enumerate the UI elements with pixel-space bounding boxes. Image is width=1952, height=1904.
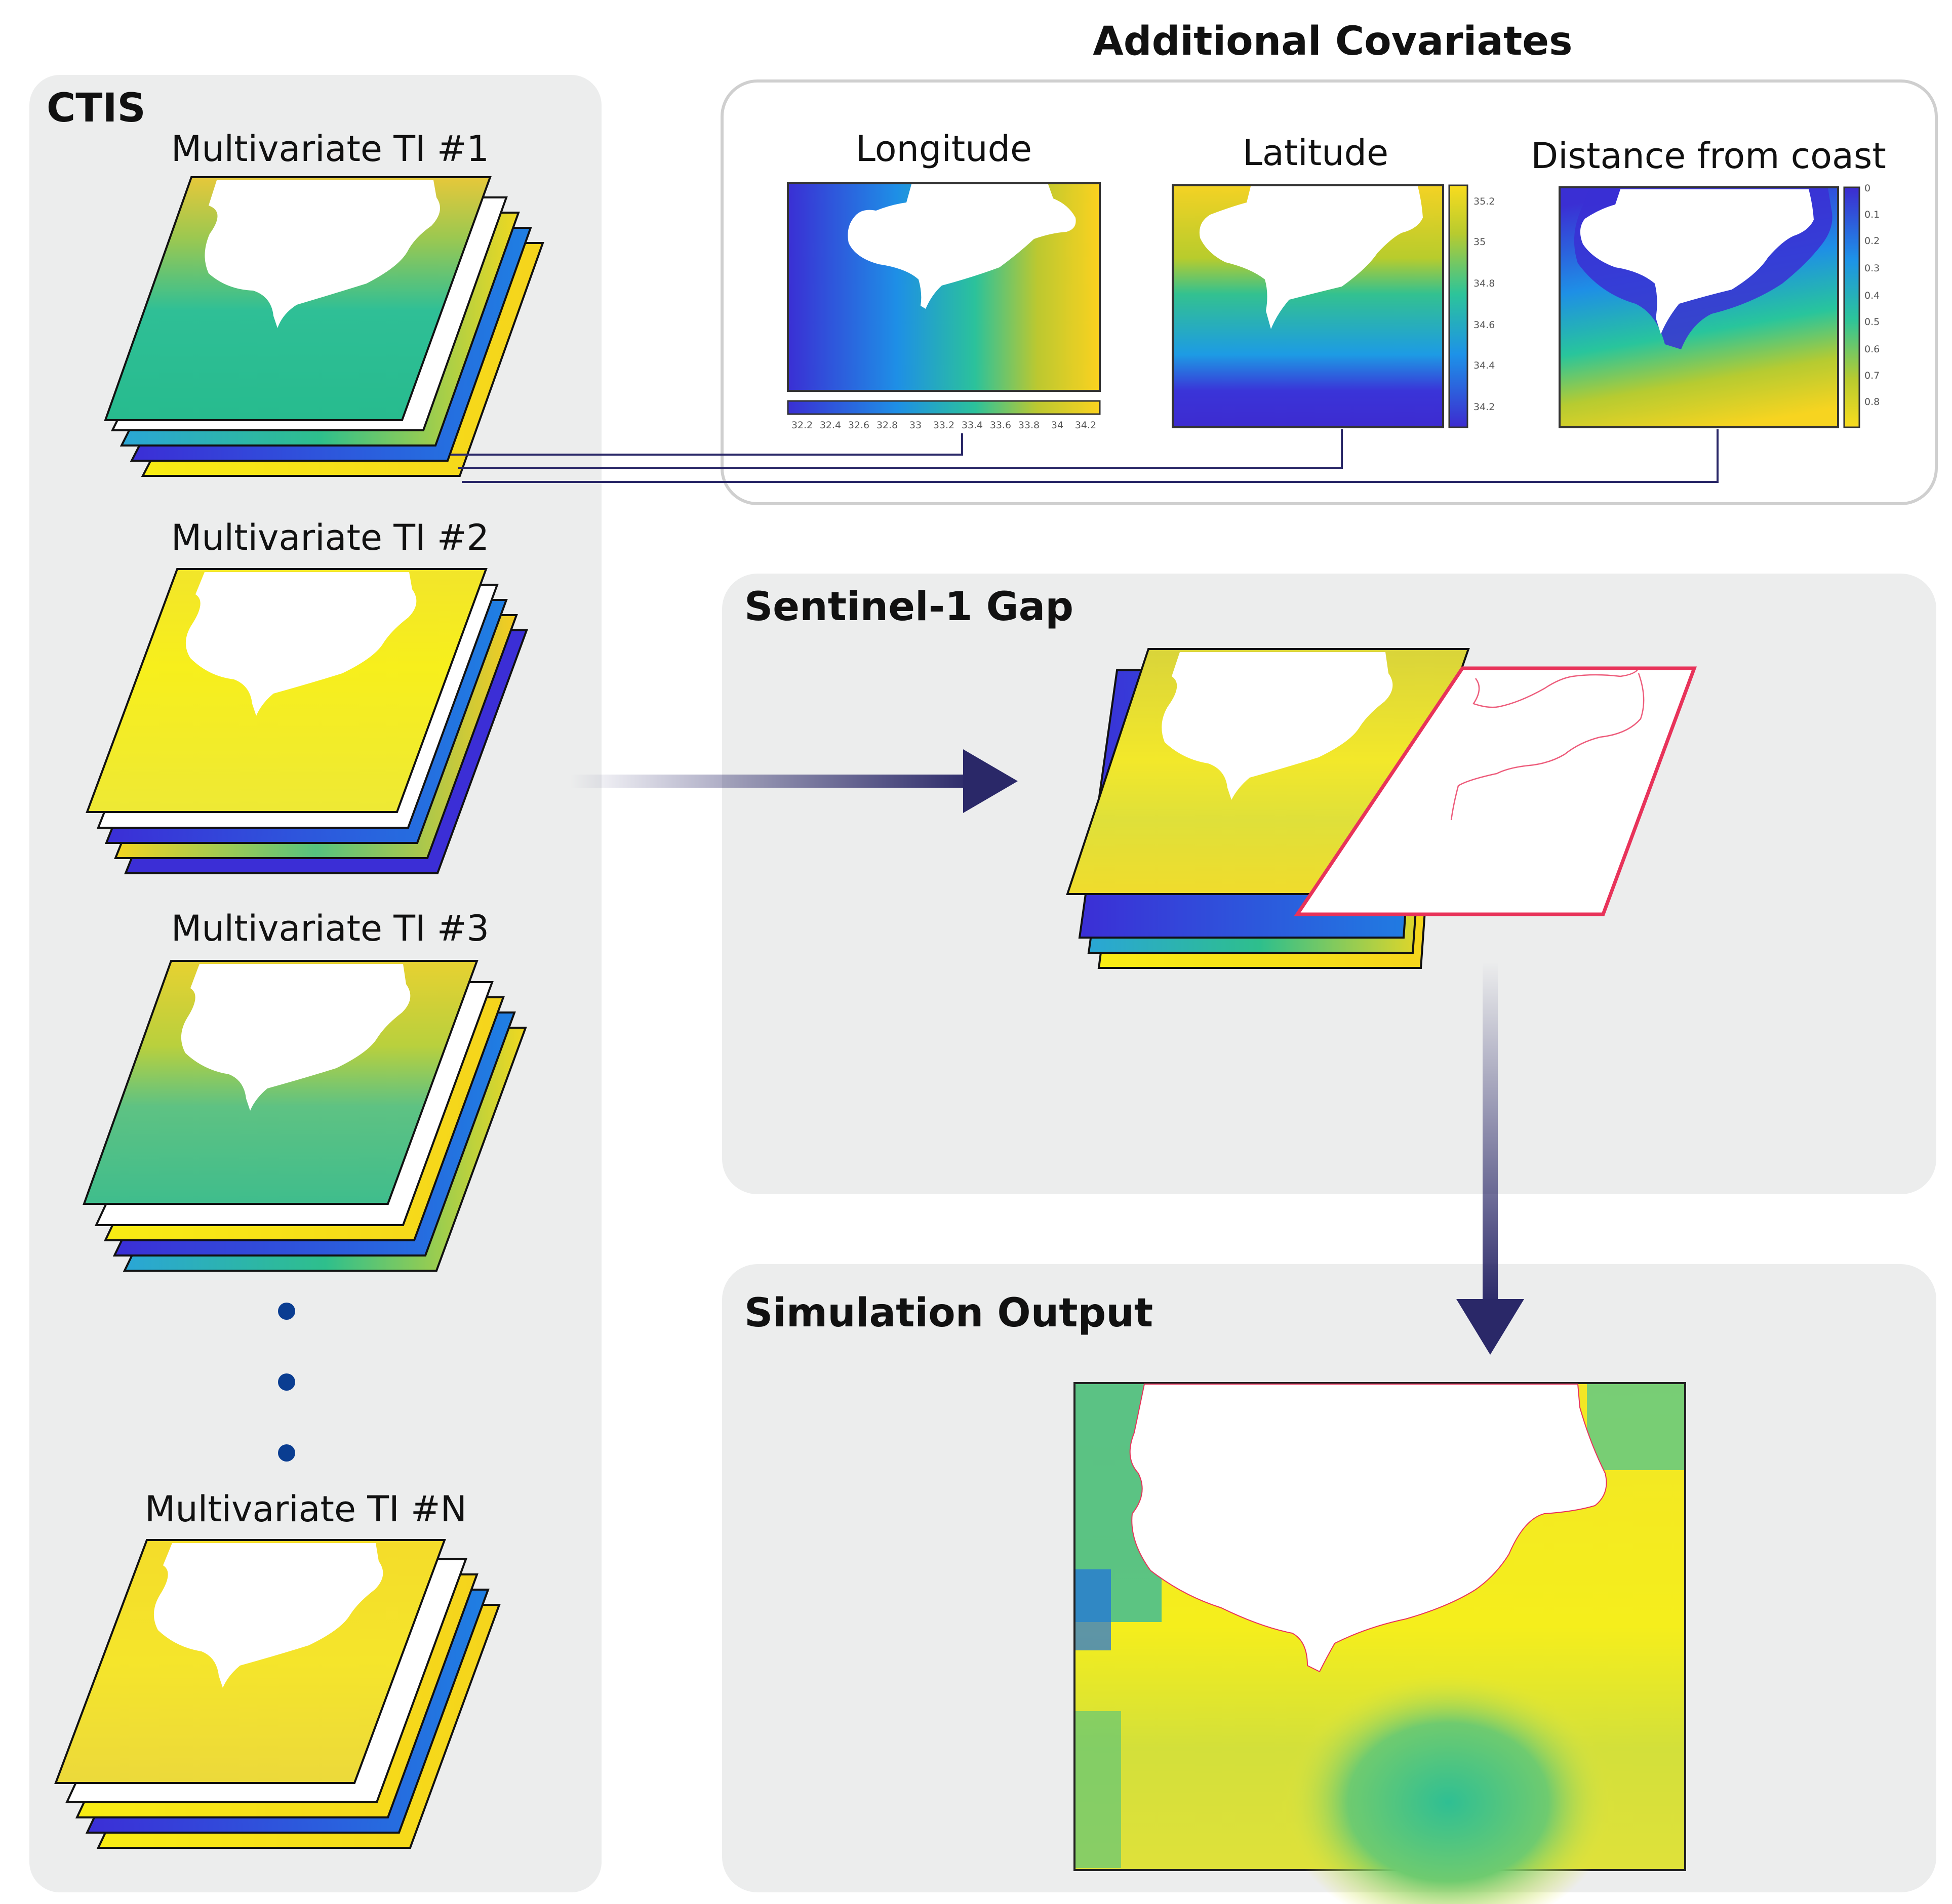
longitude-tick: 33.4	[962, 420, 983, 431]
covariate-label-distance: Distance from coast	[1531, 135, 1886, 177]
latitude-tick: 34.4	[1473, 360, 1495, 371]
distance-tick: 0.5	[1864, 316, 1880, 328]
gap-stack	[1066, 648, 1697, 969]
arrow-to-output	[1456, 962, 1524, 1355]
gap-missing-frame	[1294, 666, 1697, 916]
gap-land	[1162, 652, 1393, 800]
ellipsis-dot-2	[278, 1373, 295, 1391]
ti3-land	[181, 964, 411, 1111]
distance-tick: 0.7	[1864, 370, 1880, 381]
distance-tick: 0.2	[1864, 235, 1880, 247]
arrow-to-gap	[570, 749, 1018, 813]
latitude-tick: 35	[1473, 236, 1486, 248]
covariate-label-longitude: Longitude	[856, 128, 1032, 170]
covariate-longitude: Longitude 32.2 32.4 32.6 32.8 33 33.2 33…	[787, 128, 1101, 431]
ti-label-n: Multivariate TI #N	[145, 1488, 467, 1530]
training-image-stack-n: Multivariate TI #N	[54, 1488, 501, 1849]
ti2-land	[185, 572, 417, 716]
output-title: Simulation Output	[744, 1290, 1153, 1336]
covariates-title: Additional Covariates	[1093, 19, 1572, 64]
longitude-tick: 32.6	[848, 420, 869, 431]
gap-coastline-outline	[1450, 668, 1645, 821]
ellipsis-dot-1	[278, 1303, 295, 1320]
longitude-colorbar	[787, 400, 1101, 415]
latitude-tick: 34.8	[1473, 278, 1495, 289]
training-image-stack-2: Multivariate TI #2	[86, 517, 528, 874]
latitude-land	[1199, 186, 1423, 329]
training-image-stack-3: Multivariate TI #3	[83, 908, 527, 1272]
connector-latitude	[458, 429, 1343, 469]
distance-colorbar	[1843, 186, 1860, 428]
longitude-land	[848, 184, 1076, 309]
latitude-tick: 35.2	[1473, 196, 1495, 207]
longitude-tick: 32.8	[877, 420, 898, 431]
covariate-connectors	[451, 429, 1719, 483]
connector-distance	[462, 429, 1719, 483]
connector-longitude	[451, 433, 963, 456]
latitude-tick: 34.2	[1473, 401, 1495, 413]
covariate-latitude: Latitude 35.2 35 34.8 34.6 34.4 34.2	[1172, 132, 1495, 428]
ctis-title: CTIS	[47, 86, 146, 131]
covariate-distance: Distance from coast 0 0.1 0.2 0.3 0.4 0.…	[1531, 135, 1886, 428]
longitude-colorbar-ticks: 32.2 32.4 32.6 32.8 33 33.2 33.4 33.6 33…	[791, 420, 1096, 431]
tin-land	[153, 1543, 383, 1688]
ti-label-3: Multivariate TI #3	[171, 908, 489, 949]
ti-label-2: Multivariate TI #2	[171, 517, 489, 558]
ti-label-1: Multivariate TI #1	[171, 128, 489, 170]
latitude-colorbar	[1448, 184, 1468, 428]
distance-colorbar-ticks: 0 0.1 0.2 0.3 0.4 0.5 0.6 0.7 0.8	[1864, 183, 1880, 408]
longitude-tick: 33.2	[933, 420, 954, 431]
gap-title: Sentinel-1 Gap	[744, 584, 1073, 630]
longitude-tick: 32.4	[820, 420, 841, 431]
covariate-label-latitude: Latitude	[1243, 132, 1388, 174]
longitude-tick: 34	[1051, 420, 1063, 431]
simulation-output-map	[1073, 1382, 1686, 1904]
output-land	[1129, 1384, 1607, 1673]
training-image-stack-1: Multivariate TI #1	[104, 128, 544, 477]
distance-tick: 0.6	[1864, 344, 1880, 355]
distance-tick: 0.8	[1864, 396, 1880, 408]
distance-tick: 0.4	[1864, 290, 1880, 301]
ti1-land	[205, 180, 441, 328]
longitude-tick: 33.6	[990, 420, 1011, 431]
distance-tick: 0.1	[1864, 209, 1880, 220]
latitude-colorbar-ticks: 35.2 35 34.8 34.6 34.4 34.2	[1473, 196, 1495, 413]
longitude-tick: 34.2	[1075, 420, 1096, 431]
distance-land	[1580, 189, 1814, 334]
distance-tick: 0.3	[1864, 263, 1880, 274]
distance-tick: 0	[1864, 183, 1870, 194]
latitude-tick: 34.6	[1473, 319, 1495, 331]
longitude-tick: 32.2	[791, 420, 813, 431]
longitude-tick: 33	[909, 420, 922, 431]
ellipsis-dot-3	[278, 1444, 295, 1462]
longitude-tick: 33.8	[1018, 420, 1040, 431]
